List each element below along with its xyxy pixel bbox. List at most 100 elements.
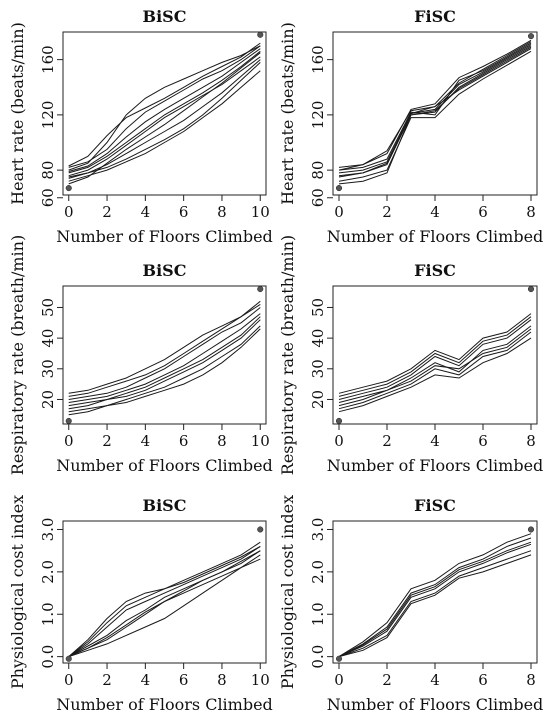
- x-tick-label: 6: [179, 203, 189, 221]
- y-tick-label: 20: [39, 390, 57, 409]
- plot-frame: [332, 285, 538, 425]
- x-axis-label: Number of Floors Climbed: [56, 695, 273, 714]
- y-tick-label: 2.0: [309, 560, 327, 584]
- x-tick-label: 4: [141, 203, 151, 221]
- panel-hr-fisc: FiSC 0 2 4 6 8 60 80 120 160 Number of Floors Clim…: [278, 7, 543, 246]
- y-tick-label: 50: [39, 298, 57, 317]
- x-tick-label: 0: [334, 432, 344, 450]
- panel-title: FiSC: [414, 261, 456, 280]
- endpoint-marker: [257, 286, 264, 293]
- x-tick-label: 6: [478, 671, 488, 689]
- series-line-8: [338, 41, 532, 171]
- x-tick-label: 6: [478, 203, 488, 221]
- x-axis-label: Number of Floors Climbed: [56, 456, 273, 475]
- x-axis-label: Number of Floors Climbed: [56, 227, 273, 246]
- y-tick-label: 80: [39, 161, 57, 180]
- x-tick-label: 2: [102, 671, 112, 689]
- series-line-6: [338, 541, 532, 658]
- x-tick-label: 4: [430, 432, 440, 450]
- y-tick-label: 50: [309, 298, 327, 317]
- series-line-6: [338, 43, 532, 174]
- panel-pci-bisc: BiSC 0 2 4 6 8 10 0.0 1.0 2.0 3.0 Number of Floors …: [8, 495, 273, 714]
- endpoint-marker: [335, 417, 343, 424]
- endpoint-marker: [257, 526, 264, 533]
- x-tick-label: 2: [382, 671, 392, 689]
- series-line-7: [68, 56, 261, 177]
- x-tick-label: 8: [526, 432, 536, 450]
- series-line-3: [68, 554, 261, 658]
- x-tick-label: 6: [478, 432, 488, 450]
- series-line-1: [68, 325, 261, 416]
- y-axis-label: Physiological cost index: [8, 495, 27, 689]
- endpoint-marker: [65, 655, 72, 662]
- series-line-1: [338, 45, 532, 185]
- panel-title: BiSC: [143, 261, 187, 280]
- y-tick-label: 20: [309, 390, 327, 409]
- x-tick-label: 4: [430, 203, 440, 221]
- series-line-2: [68, 541, 261, 657]
- series-line-3: [338, 543, 532, 658]
- x-axis-label: Number of Floors Climbed: [327, 227, 544, 246]
- y-tick-label: 3.0: [39, 518, 57, 542]
- x-tick-label: 0: [64, 432, 74, 450]
- x-tick-label: 8: [217, 671, 227, 689]
- y-tick-label: 0.0: [309, 645, 327, 669]
- endpoint-marker: [527, 33, 535, 40]
- y-tick-label: 1.0: [309, 602, 327, 626]
- y-tick-label: 160: [39, 45, 57, 74]
- series-line-5: [338, 554, 532, 658]
- series-line-5: [68, 550, 261, 658]
- series-line-7: [68, 316, 261, 410]
- panel-hr-bisc: BiSC 0 2 4 6 8 10 60 80 120 160 Number of Floors Cl…: [8, 7, 273, 246]
- series-line-2: [338, 42, 532, 171]
- panel-title: FiSC: [414, 496, 456, 515]
- y-axis-label: Physiological cost index: [278, 495, 297, 689]
- series-line-5: [338, 50, 532, 182]
- series-line-5: [68, 70, 261, 182]
- series-line-7: [68, 545, 261, 657]
- series-line-4: [338, 533, 532, 658]
- y-tick-label: 0.0: [39, 645, 57, 669]
- y-tick-label: 30: [39, 359, 57, 378]
- series-line-10: [68, 48, 261, 172]
- panel-title: BiSC: [143, 496, 187, 515]
- x-tick-label: 10: [251, 671, 270, 689]
- y-tick-label: 40: [309, 329, 327, 348]
- endpoint-marker: [527, 286, 535, 293]
- x-tick-label: 10: [251, 203, 270, 221]
- x-tick-label: 6: [179, 432, 189, 450]
- y-tick-label: 60: [309, 188, 327, 207]
- series-line-8: [68, 45, 261, 168]
- y-tick-label: 30: [309, 359, 327, 378]
- endpoint-marker: [335, 185, 343, 192]
- panel-rr-fisc: FiSC 0 2 4 6 8 20 30 40 50 Number of Floors Climbe…: [278, 235, 543, 475]
- x-tick-label: 4: [430, 671, 440, 689]
- y-tick-label: 120: [39, 101, 57, 130]
- y-axis-label: Heart rate (beats/min): [8, 22, 27, 205]
- x-tick-label: 2: [382, 432, 392, 450]
- panel-rr-bisc: BiSC 0 2 4 6 8 10 20 30 40 50 Number of Floors Clim…: [8, 235, 273, 475]
- series-line-6: [68, 313, 261, 403]
- plot-frame: [62, 31, 267, 196]
- series-line-6: [68, 550, 261, 658]
- series-line-3: [68, 319, 261, 407]
- x-tick-label: 2: [382, 203, 392, 221]
- panel-title: FiSC: [414, 7, 456, 26]
- y-axis-label: Respiratory rate (breath/min): [8, 235, 27, 475]
- series-line-1: [338, 550, 532, 658]
- series-line-1: [338, 337, 532, 413]
- plot-frame: [332, 31, 538, 196]
- x-tick-label: 8: [217, 203, 227, 221]
- x-tick-label: 6: [179, 671, 189, 689]
- y-tick-label: 60: [39, 188, 57, 207]
- series-line-6: [68, 50, 261, 174]
- y-tick-label: 160: [309, 45, 327, 74]
- series-line-2: [338, 313, 532, 394]
- panel-title: BiSC: [143, 7, 187, 26]
- series-line-2: [68, 45, 261, 171]
- series-line-2: [338, 537, 532, 658]
- series-line-3: [68, 62, 261, 178]
- series-line-4: [338, 319, 532, 400]
- series-line-7: [338, 328, 532, 403]
- series-line-4: [338, 39, 532, 168]
